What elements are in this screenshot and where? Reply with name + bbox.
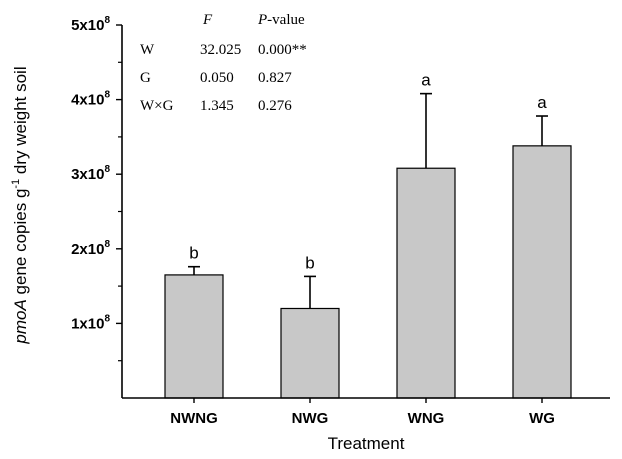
y-tick-label-base: 1x10 bbox=[71, 315, 104, 332]
significance-letter: a bbox=[537, 93, 547, 112]
stats-row-f: 32.025 bbox=[200, 42, 241, 58]
stats-row-factor: W bbox=[140, 42, 155, 58]
y-tick-label-exponent: 8 bbox=[104, 90, 110, 101]
anova-stats-table: F P-value W 32.025 0.000** G 0.050 0.827… bbox=[140, 12, 307, 114]
bar bbox=[396, 167, 456, 399]
y-axis-title: pmoA gene copies g-1 dry weight soil bbox=[10, 66, 30, 344]
x-tick-label: NWNG bbox=[170, 410, 218, 427]
y-tick-label: 4x108 bbox=[71, 90, 110, 109]
y-tick-label-base: 3x10 bbox=[71, 166, 104, 183]
stats-row-p: 0.827 bbox=[258, 70, 292, 86]
bar bbox=[512, 145, 572, 399]
y-tick-label-base: 4x10 bbox=[71, 92, 104, 109]
stats-row-p: 0.276 bbox=[258, 98, 292, 114]
bar bbox=[164, 274, 224, 399]
y-tick-label-base: 5x10 bbox=[71, 17, 104, 34]
stats-header-p-rest: -value bbox=[267, 12, 305, 28]
y-axis-title-exponent: -1 bbox=[10, 179, 22, 189]
y-tick-label-exponent: 8 bbox=[104, 239, 110, 250]
stats-header-p-italic: P bbox=[257, 12, 267, 28]
x-tick-label: WNG bbox=[408, 410, 445, 427]
x-axis-title: Treatment bbox=[328, 434, 405, 453]
y-tick-label: 3x108 bbox=[71, 164, 110, 183]
stats-row-factor: G bbox=[140, 70, 151, 86]
stats-row-f: 0.050 bbox=[200, 70, 234, 86]
y-tick-label: 1x108 bbox=[71, 313, 110, 332]
x-tick-label: WG bbox=[529, 410, 555, 427]
stats-header-f: F bbox=[202, 12, 213, 28]
bar bbox=[280, 307, 340, 399]
y-tick-label-exponent: 8 bbox=[104, 313, 110, 324]
y-axis-title-gene: pmoA bbox=[11, 299, 30, 344]
y-axis-title-units: gene copies g bbox=[11, 189, 30, 300]
stats-row-f: 1.345 bbox=[200, 98, 234, 114]
significance-letter: b bbox=[305, 253, 314, 272]
stats-row-factor: W×G bbox=[140, 98, 174, 114]
stats-header-p: P-value bbox=[257, 12, 305, 28]
y-tick-label: 5x108 bbox=[71, 15, 110, 34]
y-axis-title-rest: dry weight soil bbox=[11, 66, 30, 178]
y-tick-label: 2x108 bbox=[71, 239, 110, 258]
x-tick-label: NWG bbox=[292, 410, 329, 427]
significance-letter: b bbox=[189, 244, 198, 263]
y-tick-label-base: 2x10 bbox=[71, 241, 104, 258]
y-tick-label-exponent: 8 bbox=[104, 164, 110, 175]
stats-row-p: 0.000** bbox=[258, 42, 307, 58]
significance-letter: a bbox=[421, 71, 431, 90]
y-tick-label-exponent: 8 bbox=[104, 15, 110, 26]
